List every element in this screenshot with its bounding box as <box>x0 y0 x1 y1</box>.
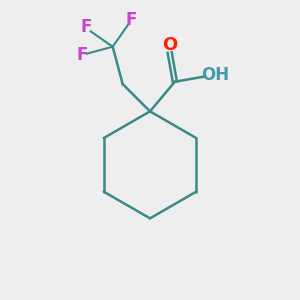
Text: F: F <box>81 18 92 36</box>
Text: F: F <box>125 11 137 29</box>
Text: O: O <box>162 36 177 54</box>
Text: OH: OH <box>201 66 230 84</box>
Text: F: F <box>77 46 88 64</box>
